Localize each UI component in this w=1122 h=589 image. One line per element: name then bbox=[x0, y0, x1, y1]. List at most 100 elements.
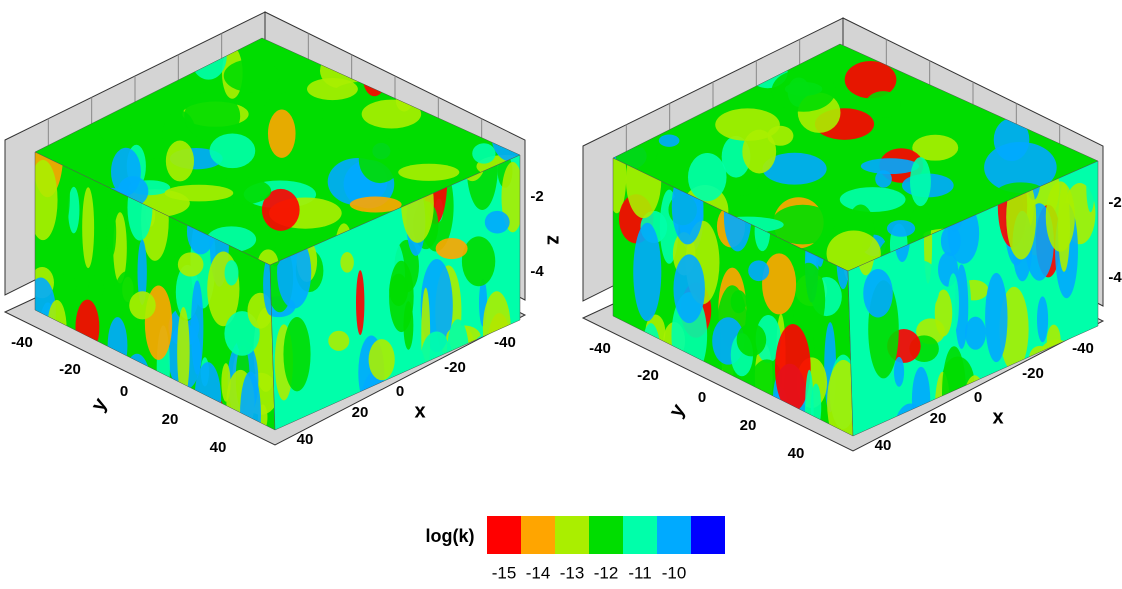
texture-patch bbox=[210, 133, 256, 168]
texture-patch bbox=[102, 37, 134, 75]
texture-patch bbox=[307, 78, 358, 100]
texture-patch bbox=[941, 226, 961, 256]
texture-patch bbox=[225, 260, 239, 285]
texture-patch bbox=[484, 367, 513, 413]
x-tick-label: 20 bbox=[352, 404, 369, 421]
texture-patch bbox=[268, 109, 296, 157]
colorbar-swatch bbox=[521, 516, 555, 554]
colorbar-tick-label: -10 bbox=[662, 563, 687, 582]
texture-patch bbox=[772, 69, 836, 111]
texture-patch bbox=[369, 339, 395, 380]
x-axis-label: x bbox=[992, 406, 1003, 428]
texture-patch bbox=[100, 414, 109, 442]
colorbar-swatch bbox=[657, 516, 691, 554]
colorbar-swatch bbox=[623, 516, 657, 554]
texture-patch bbox=[447, 319, 469, 390]
texture-patch bbox=[224, 59, 280, 92]
texture-patch bbox=[1046, 181, 1075, 251]
texture-patch bbox=[485, 211, 510, 234]
texture-patch bbox=[359, 136, 402, 183]
texture-patch bbox=[61, 344, 87, 429]
texture-patch bbox=[693, 49, 733, 63]
texture-patch bbox=[688, 153, 727, 201]
texture-patch bbox=[863, 269, 893, 317]
colorbar: log(k)-15-14-13-12-11-10 bbox=[426, 516, 726, 582]
texture-patch bbox=[184, 92, 240, 141]
colorbar-swatch bbox=[555, 516, 589, 554]
z-axis-label: z bbox=[543, 235, 565, 245]
texture-patch bbox=[283, 317, 310, 391]
colorbar-swatch bbox=[487, 516, 521, 554]
y-tick-label: -20 bbox=[637, 367, 659, 384]
texture-patch bbox=[340, 252, 353, 273]
texture-patch bbox=[1049, 53, 1113, 80]
texture-patch bbox=[912, 367, 930, 433]
z-tick-label: -4 bbox=[530, 263, 544, 280]
texture-patch bbox=[191, 280, 203, 374]
texture-patch bbox=[894, 357, 904, 387]
y-tick-label: 0 bbox=[698, 389, 706, 406]
texture-patch bbox=[166, 141, 194, 182]
texture-patch bbox=[60, 166, 69, 224]
y-tick-label: 20 bbox=[162, 411, 179, 428]
colorbar-swatch bbox=[691, 516, 725, 554]
texture-patch bbox=[737, 323, 767, 356]
texture-patch bbox=[910, 157, 931, 206]
texture-patch bbox=[608, 76, 654, 118]
texture-patch bbox=[436, 238, 468, 259]
texture-patch bbox=[659, 134, 680, 146]
texture-patch bbox=[610, 66, 660, 106]
texture-patch bbox=[311, 290, 322, 312]
texture-patch bbox=[483, 291, 511, 365]
texture-patch bbox=[1063, 387, 1083, 455]
texture-patch bbox=[178, 252, 204, 276]
colorbar-swatch bbox=[589, 516, 623, 554]
texture-patch bbox=[1080, 381, 1089, 474]
x-tick-label: 40 bbox=[297, 431, 314, 448]
texture-patch bbox=[398, 164, 459, 181]
texture-patch bbox=[706, 409, 737, 433]
texture-patch bbox=[1045, 66, 1110, 116]
texture-patch bbox=[1008, 52, 1056, 80]
texture-patch bbox=[462, 236, 495, 286]
texture-patch bbox=[762, 253, 796, 314]
texture-patch bbox=[748, 260, 769, 281]
texture-patch bbox=[356, 270, 364, 335]
texture-patch bbox=[635, 386, 666, 429]
texture-patch bbox=[111, 148, 141, 196]
texture-patch bbox=[36, 366, 47, 405]
figure: -40-2002040-40-2002040-2-4yxz-40-2002040… bbox=[0, 0, 1122, 584]
texture-patch bbox=[985, 273, 1007, 362]
texture-patch bbox=[1086, 159, 1095, 212]
texture-patch bbox=[840, 187, 906, 212]
texture-patch bbox=[861, 158, 919, 174]
y-tick-label: -20 bbox=[59, 361, 81, 378]
texture-patch bbox=[165, 185, 234, 202]
y-tick-label: -40 bbox=[11, 334, 33, 351]
y-tick-label: -40 bbox=[589, 340, 611, 357]
texture-patch bbox=[633, 223, 661, 321]
colorbar-tick-label: -12 bbox=[594, 563, 619, 582]
texture-patch bbox=[472, 143, 495, 163]
y-tick-label: 40 bbox=[788, 445, 805, 462]
texture-patch bbox=[350, 197, 402, 213]
texture-patch bbox=[946, 23, 982, 65]
texture-patch bbox=[636, 415, 664, 455]
x-tick-label: -40 bbox=[1072, 340, 1094, 357]
texture-patch bbox=[31, 392, 45, 463]
texture-patch bbox=[17, 32, 58, 48]
x-tick-label: -20 bbox=[1022, 365, 1044, 382]
x-axis-label: x bbox=[414, 400, 425, 422]
texture-patch bbox=[673, 254, 704, 323]
texture-patch bbox=[1016, 53, 1062, 99]
z-tick-label: -4 bbox=[1108, 269, 1122, 286]
texture-patch bbox=[470, 24, 494, 52]
texture-patch bbox=[1047, 325, 1061, 357]
texture-patch bbox=[719, 396, 734, 452]
x-tick-label: 20 bbox=[930, 410, 947, 427]
texture-patch bbox=[767, 126, 793, 146]
texture-patch bbox=[448, 364, 463, 461]
texture-patch bbox=[496, 351, 527, 447]
